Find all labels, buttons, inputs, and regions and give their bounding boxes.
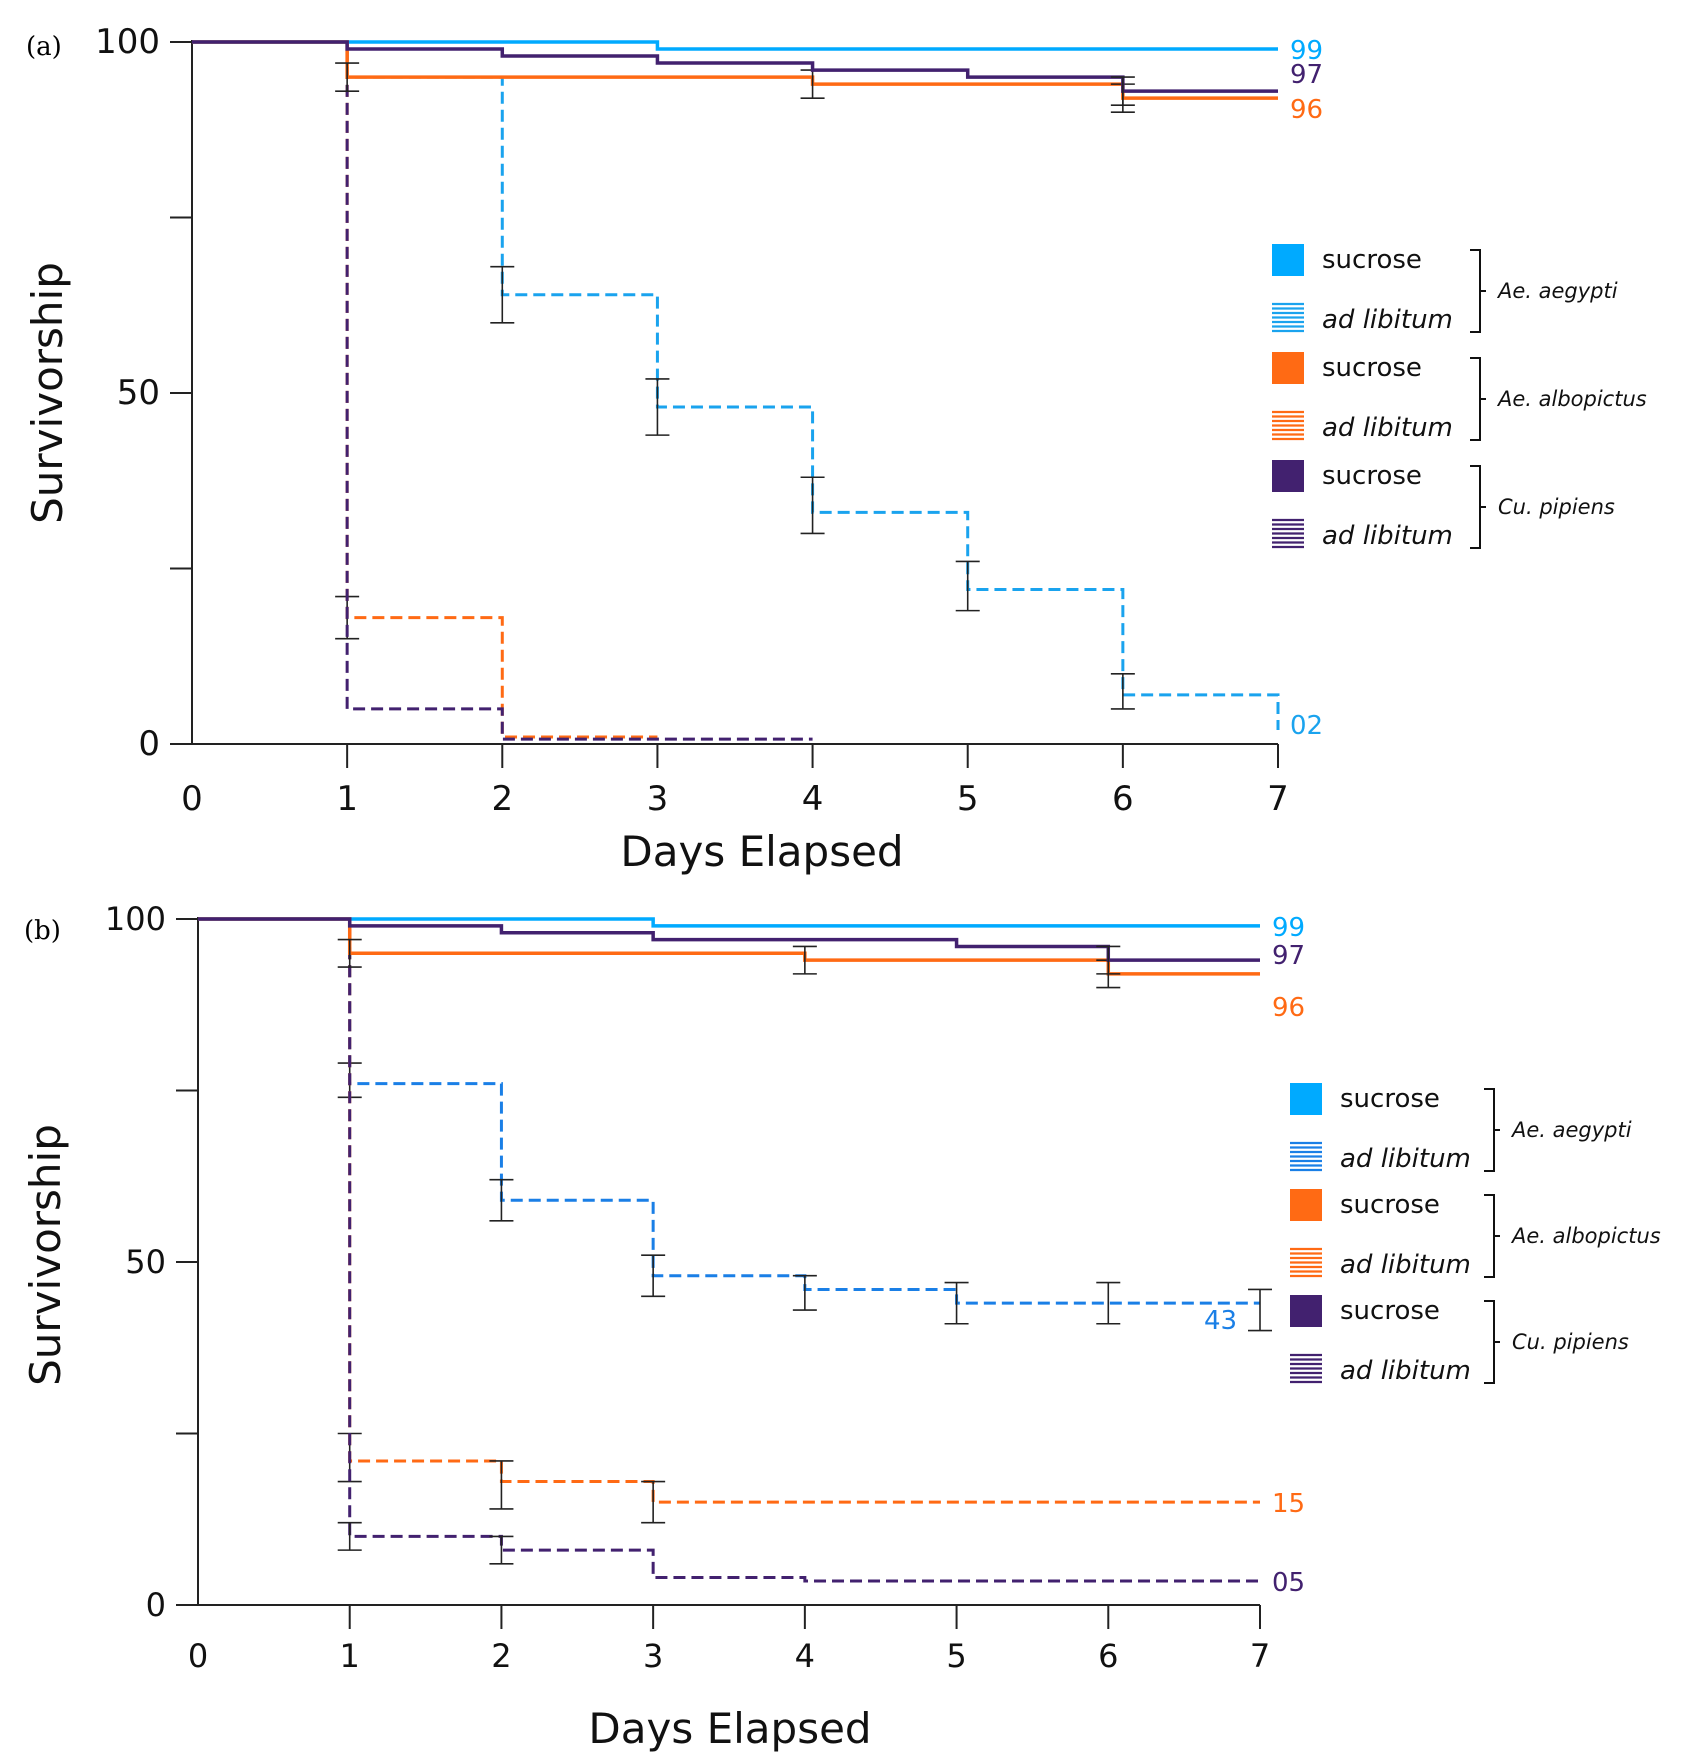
x-tick-label-2: 2 (491, 779, 513, 819)
y-tick-label-100: 100 (105, 900, 166, 938)
x-axis-title: Days Elapsed (588, 1704, 871, 1753)
x-tick-label-1: 1 (336, 779, 358, 819)
y-tick-label-0: 0 (138, 724, 160, 764)
legend-label-sucrose-ae-albopictus: sucrose (1322, 353, 1422, 383)
series-line-cu-pipiens-ad-libitum (198, 917, 1260, 1583)
x-tick-label-2: 2 (491, 1637, 511, 1675)
y-axis-title: Survivorship (23, 262, 72, 524)
y-tick-label-100: 100 (95, 22, 160, 62)
legend-species-ae-albopictus: Ae. albopictus (1496, 387, 1647, 411)
x-tick-label-0: 0 (188, 1637, 208, 1675)
y-tick-label-0: 0 (146, 1586, 166, 1624)
chart-panel-b: (b) 0 50 100 0 1 2 3 4 5 6 7 Survivorship Days Elapse… (0, 877, 1694, 1754)
legend-bracket-ae-aegypti (1470, 249, 1486, 333)
legend-bracket-cu-pipiens (1470, 465, 1486, 549)
x-tick-label-3: 3 (647, 779, 669, 819)
x-tick-label-7: 7 (1267, 779, 1289, 819)
legend-swatch-sucrose-ae-albopictus (1272, 352, 1304, 384)
end-label-ae-aegypti-ad-libitum: 02 (1290, 711, 1323, 741)
legend-swatch-adlib-cu-pipiens (1272, 518, 1304, 549)
y-tick-label-50: 50 (125, 1243, 166, 1281)
end-label-cu-pipiens-ad-libitum: 05 (1272, 1568, 1305, 1598)
end-label-cu-pipiens-sucrose: 97 (1290, 60, 1323, 90)
legend-species-ae-albopictus: Ae. albopictus (1510, 1224, 1661, 1248)
x-tick-label-7: 7 (1250, 1637, 1270, 1675)
x-tick-label-6: 6 (1112, 779, 1134, 819)
panel-label: (a) (26, 32, 62, 62)
legend-swatch-adlib-cu-pipiens (1290, 1353, 1322, 1384)
x-tick-label-4: 4 (795, 1637, 815, 1675)
survivorship-chart-a: (a) 0 50 100 0 1 2 3 4 5 6 7 Survivorship Days Elapse… (23, 22, 1647, 876)
end-label-ae-aegypti-ad-libitum: 43 (1204, 1306, 1237, 1336)
legend-swatch-adlib-ae-albopictus (1290, 1247, 1322, 1278)
legend-swatch-adlib-ae-aegypti (1272, 302, 1304, 333)
legend-label-sucrose-cu-pipiens: sucrose (1340, 1296, 1440, 1326)
legend-swatch-adlib-ae-albopictus (1272, 410, 1304, 441)
x-tick-label-6: 6 (1098, 1637, 1118, 1675)
legend-species-cu-pipiens: Cu. pipiens (1512, 1330, 1629, 1354)
x-axis-title: Days Elapsed (620, 827, 903, 876)
legend-swatch-adlib-ae-aegypti (1290, 1141, 1322, 1172)
legend-species-ae-aegypti: Ae. aegypti (1496, 279, 1618, 303)
legend-label-adlib-ae-aegypti: ad libitum (1340, 1144, 1471, 1174)
x-tick-label-5: 5 (957, 779, 979, 819)
legend-label-adlib-ae-aegypti: ad libitum (1322, 305, 1453, 335)
legend-bracket-ae-albopictus (1484, 1194, 1500, 1278)
legend-label-sucrose-ae-aegypti: sucrose (1322, 245, 1422, 275)
legend-bracket-cu-pipiens (1484, 1300, 1500, 1384)
legend-label-adlib-ae-albopictus: ad libitum (1322, 413, 1453, 443)
x-tick-label-3: 3 (643, 1637, 663, 1675)
end-label-ae-albopictus-ad-libitum: 15 (1272, 1489, 1305, 1519)
y-tick-label-50: 50 (117, 373, 160, 413)
panel-label: (b) (24, 916, 61, 946)
series-line-cu-pipiens-sucrose (192, 40, 1278, 93)
x-tick-label-0: 0 (181, 779, 203, 819)
end-label-ae-albopictus-sucrose: 96 (1290, 95, 1323, 125)
series-line-ae-aegypti-ad-libitum (198, 917, 1260, 1305)
legend-label-adlib-cu-pipiens: ad libitum (1340, 1356, 1471, 1386)
series-line-ae-albopictus-ad-libitum (192, 40, 658, 739)
end-label-cu-pipiens-sucrose: 97 (1272, 941, 1305, 971)
legend-swatch-sucrose-cu-pipiens (1290, 1295, 1322, 1327)
series-line-ae-albopictus-ad-libitum (198, 917, 1260, 1504)
series-line-ae-aegypti-sucrose (192, 40, 1278, 51)
legend-label-sucrose-cu-pipiens: sucrose (1322, 461, 1422, 491)
legend-swatch-sucrose-ae-aegypti (1272, 244, 1304, 276)
legend-bracket-ae-albopictus (1470, 357, 1486, 441)
end-label-ae-aegypti-sucrose: 99 (1272, 913, 1305, 943)
chart-panel-a: (a) 0 50 100 0 1 2 3 4 5 6 7 Survivorship Days Elapse… (23, 22, 1647, 876)
legend-swatch-sucrose-ae-aegypti (1290, 1083, 1322, 1115)
legend-swatch-sucrose-ae-albopictus (1290, 1189, 1322, 1221)
series-line-ae-aegypti-ad-libitum (192, 40, 1280, 730)
end-label-ae-aegypti-sucrose: 99 (1290, 36, 1323, 66)
series-line-ae-aegypti-sucrose (198, 917, 1260, 928)
legend-label-sucrose-ae-albopictus: sucrose (1340, 1190, 1440, 1220)
x-tick-label-1: 1 (340, 1637, 360, 1675)
legend-bracket-ae-aegypti (1484, 1088, 1500, 1172)
legend-label-sucrose-ae-aegypti: sucrose (1340, 1084, 1440, 1114)
legend-swatch-sucrose-cu-pipiens (1272, 460, 1304, 492)
x-tick-label-4: 4 (802, 779, 824, 819)
legend-species-ae-aegypti: Ae. aegypti (1510, 1118, 1632, 1142)
end-label-ae-albopictus-sucrose: 96 (1272, 993, 1305, 1023)
legend-species-cu-pipiens: Cu. pipiens (1498, 495, 1615, 519)
x-tick-label-5: 5 (946, 1637, 966, 1675)
y-axis-title: Survivorship (21, 1124, 70, 1386)
legend-label-adlib-ae-albopictus: ad libitum (1340, 1250, 1471, 1280)
legend-label-adlib-cu-pipiens: ad libitum (1322, 521, 1453, 551)
